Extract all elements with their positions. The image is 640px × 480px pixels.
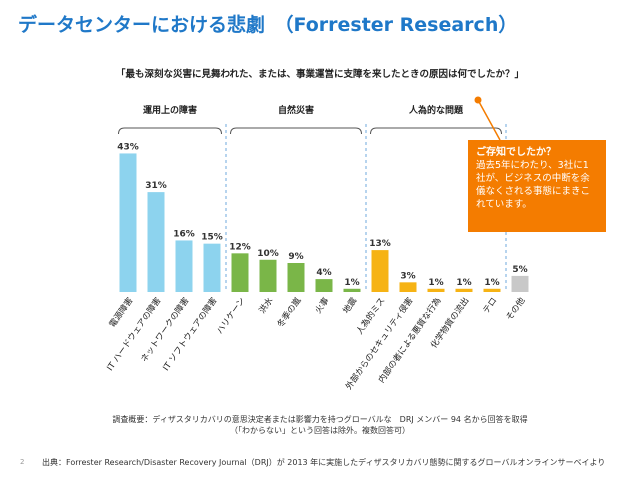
category-label-9: 地震 <box>341 295 360 316</box>
group-bracket-1 <box>118 127 222 135</box>
category-label-3: ネットワークの障害 <box>139 295 192 364</box>
bar-9 <box>343 288 361 292</box>
bar-13 <box>455 288 473 292</box>
category-label-1: 電源障害 <box>107 295 136 329</box>
bar-8 <box>315 279 333 292</box>
category-label-15: その他 <box>504 295 528 323</box>
source-citation: 出典：Forrester Research/Disaster Recovery … <box>42 458 606 467</box>
value-label-8: 4% <box>316 268 331 278</box>
group-bracket-2 <box>230 127 362 135</box>
bar-14 <box>483 288 501 292</box>
value-label-14: 1% <box>484 278 499 288</box>
survey-line-2: （「わからない」という回答は除外。複数回答可） <box>230 426 410 435</box>
value-label-12: 1% <box>428 278 443 288</box>
category-label-5: ハリケーン <box>215 296 247 336</box>
bar-3 <box>175 240 193 292</box>
group-label-1: 運用上の障害 <box>143 104 197 116</box>
value-label-6: 10% <box>257 249 279 259</box>
category-label-6: 洪水 <box>257 295 276 316</box>
bar-15 <box>511 275 529 292</box>
bar-12 <box>427 288 445 292</box>
survey-overview: 調査概要：ディザスタリカバリの意思決定者または影響力を持つグローバルな DRJ … <box>0 414 640 436</box>
value-label-3: 16% <box>173 229 195 239</box>
value-label-9: 1% <box>344 278 359 288</box>
callout-pointer-dot <box>474 96 482 104</box>
bar-6 <box>259 259 277 292</box>
value-label-11: 3% <box>400 271 415 281</box>
category-label-4: IT ソフトウェアの障害 <box>161 295 220 372</box>
callout-body: 過去5年にわたり、3社に1社が、ビジネスの中断を余儀なくされる事態にまきこれてい… <box>476 160 591 210</box>
group-label-3: 人為的な問題 <box>408 104 464 116</box>
category-label-2: IT ハードウェアの障害 <box>105 295 164 372</box>
category-label-14: テロ <box>482 296 500 316</box>
value-label-15: 5% <box>512 265 527 275</box>
value-label-1: 43% <box>117 142 139 152</box>
value-label-4: 15% <box>201 233 223 243</box>
slide-title: データセンターにおける悲劇 （Forrester Research） <box>18 14 518 36</box>
survey-line-1: 調査概要：ディザスタリカバリの意思決定者または影響力を持つグローバルな DRJ … <box>112 415 528 424</box>
value-label-7: 9% <box>288 252 303 262</box>
did-you-know-callout: ご存知でしたか？ 過去5年にわたり、3社に1社が、ビジネスの中断を余儀なくされる… <box>468 140 606 232</box>
group-label-2: 自然災害 <box>278 104 314 116</box>
bar-1 <box>119 153 137 292</box>
callout-pointer-line <box>477 99 501 141</box>
value-label-2: 31% <box>145 181 167 191</box>
bar-11 <box>399 282 417 292</box>
bar-2 <box>147 192 165 292</box>
category-label-8: 火事 <box>313 295 332 316</box>
callout-title: ご存知でしたか？ <box>476 147 556 158</box>
survey-question: 「最も深刻な災害に見舞われた、または、事業運営に支障を来したときの原因は何でした… <box>115 69 525 80</box>
value-label-5: 12% <box>229 242 251 252</box>
bar-10 <box>371 250 389 292</box>
bar-7 <box>287 263 305 292</box>
value-label-13: 1% <box>456 278 471 288</box>
bar-5 <box>231 253 249 292</box>
bar-4 <box>203 243 221 292</box>
group-bracket-3 <box>370 127 502 135</box>
page-number: 2 <box>20 458 25 466</box>
category-label-7: 冬季の嵐 <box>275 295 304 330</box>
value-label-10: 13% <box>369 239 391 249</box>
